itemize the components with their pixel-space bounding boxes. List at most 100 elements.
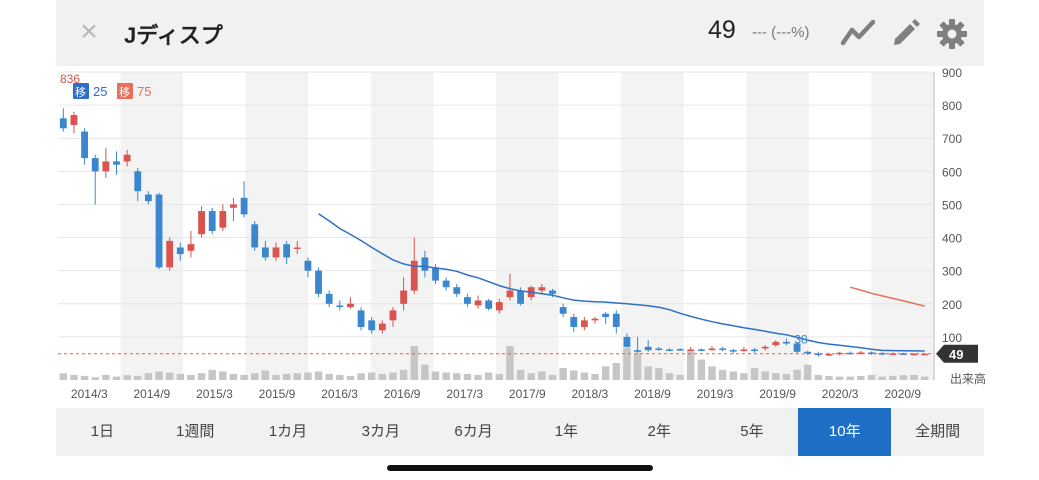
volume-bar <box>708 366 716 380</box>
candle-body <box>772 341 780 346</box>
volume-bar <box>165 372 174 380</box>
volume-bar <box>793 369 801 380</box>
volume-bar <box>516 369 525 380</box>
candle-body <box>208 211 216 231</box>
candle-body <box>155 194 163 268</box>
candlestick-chart[interactable]: 900 800 700 600 500 400 300 200 100 49 出来高 836 38 移 25… <box>0 66 1039 406</box>
candle-body <box>410 260 418 291</box>
volume-bar <box>867 374 876 380</box>
y-tick-label: 800 <box>942 99 962 113</box>
volume-bar <box>282 373 291 380</box>
candle-body <box>474 300 482 306</box>
volume-bar <box>644 366 652 380</box>
volume-bar <box>920 376 929 380</box>
volume-bar <box>293 373 301 380</box>
candle-body <box>570 317 578 327</box>
candle-body <box>612 313 620 327</box>
candle-body <box>793 343 801 352</box>
volume-bar <box>559 368 567 380</box>
volume-bar <box>399 369 408 380</box>
period-tab[interactable]: 全期間 <box>915 423 961 440</box>
period-tab[interactable]: 1カ月 <box>268 423 308 440</box>
candle-body <box>729 350 737 352</box>
candle-body <box>304 260 312 271</box>
volume-bar <box>687 351 695 380</box>
volume-bar <box>538 371 546 380</box>
y-tick-label: 700 <box>942 132 962 146</box>
volume-bar <box>357 373 365 380</box>
volume-bar <box>697 359 706 380</box>
volume-bar <box>336 374 344 380</box>
candle-body <box>336 305 344 308</box>
volume-bar <box>102 374 110 380</box>
home-indicator <box>387 465 653 471</box>
candle-body <box>900 353 907 355</box>
volume-bar <box>814 374 823 380</box>
candle-body <box>91 158 99 172</box>
volume-bar <box>70 374 78 380</box>
line-chart-icon[interactable] <box>840 18 876 48</box>
candle-body <box>857 352 865 354</box>
volume-bar <box>325 373 333 380</box>
period-tab[interactable]: 1日 <box>90 423 115 440</box>
volume-bar <box>601 366 610 380</box>
candle-body <box>219 211 227 228</box>
candle-body <box>751 349 758 351</box>
candle-body <box>315 270 322 294</box>
y-tick-label: 200 <box>942 298 962 312</box>
candle-body <box>198 211 205 235</box>
period-tab[interactable]: 10年 <box>798 408 892 456</box>
volume-bar <box>803 364 812 380</box>
x-tick-label: 2014/9 <box>134 387 171 401</box>
volume-bar <box>272 374 280 380</box>
chart-area[interactable]: 900 800 700 600 500 400 300 200 100 49 出来高 836 38 移 25… <box>0 66 1039 406</box>
candle-body <box>144 194 152 202</box>
volume-bar <box>197 373 206 380</box>
volume-bar <box>570 370 578 380</box>
volume-bar <box>187 374 195 380</box>
period-tab[interactable]: 1週間 <box>176 423 215 440</box>
period-tab[interactable]: 5年 <box>740 423 764 440</box>
volume-bar <box>155 371 163 380</box>
candle-body <box>910 353 918 356</box>
candle-body <box>559 307 567 314</box>
candle-body <box>378 323 386 331</box>
candle-body <box>591 318 599 321</box>
current-price-badge <box>936 344 978 363</box>
candle-body <box>814 353 822 356</box>
period-tab[interactable]: 1年 <box>554 423 579 440</box>
candle-body <box>676 349 684 351</box>
candle-body <box>442 280 450 288</box>
x-tick-label: 2019/9 <box>759 387 796 401</box>
bg-stripe <box>370 72 434 380</box>
volume-bar <box>431 371 440 380</box>
volume-bar <box>144 373 153 380</box>
current-price-badge-label: 49 <box>949 347 963 362</box>
close-icon[interactable]: × <box>80 15 98 48</box>
candle-body <box>176 247 184 255</box>
volume-bar <box>835 376 844 380</box>
candle-body <box>102 161 110 172</box>
x-tick-label: 2020/9 <box>884 387 921 401</box>
candle-body <box>506 290 514 298</box>
period-tab[interactable]: 3カ月 <box>361 423 400 440</box>
period-tab[interactable]: 6カ月 <box>454 423 493 440</box>
volume-bar <box>304 372 312 380</box>
volume-bar <box>123 375 131 380</box>
volume-bar <box>59 373 68 380</box>
pencil-icon[interactable] <box>890 18 920 48</box>
volume-bar <box>421 364 429 380</box>
candle-body <box>783 341 790 344</box>
x-tick-label: 2015/9 <box>259 387 296 401</box>
candle-body <box>293 247 301 249</box>
volume-bar <box>772 373 780 380</box>
volume-bar <box>910 374 918 380</box>
candle-body <box>59 118 67 129</box>
candle-body <box>687 349 695 351</box>
volume-bar <box>548 374 557 380</box>
gear-icon[interactable] <box>936 18 968 50</box>
volume-bar <box>750 368 759 380</box>
candle-body <box>761 346 769 349</box>
period-tab[interactable]: 2年 <box>647 423 671 440</box>
y-tick-label: 500 <box>942 198 962 212</box>
